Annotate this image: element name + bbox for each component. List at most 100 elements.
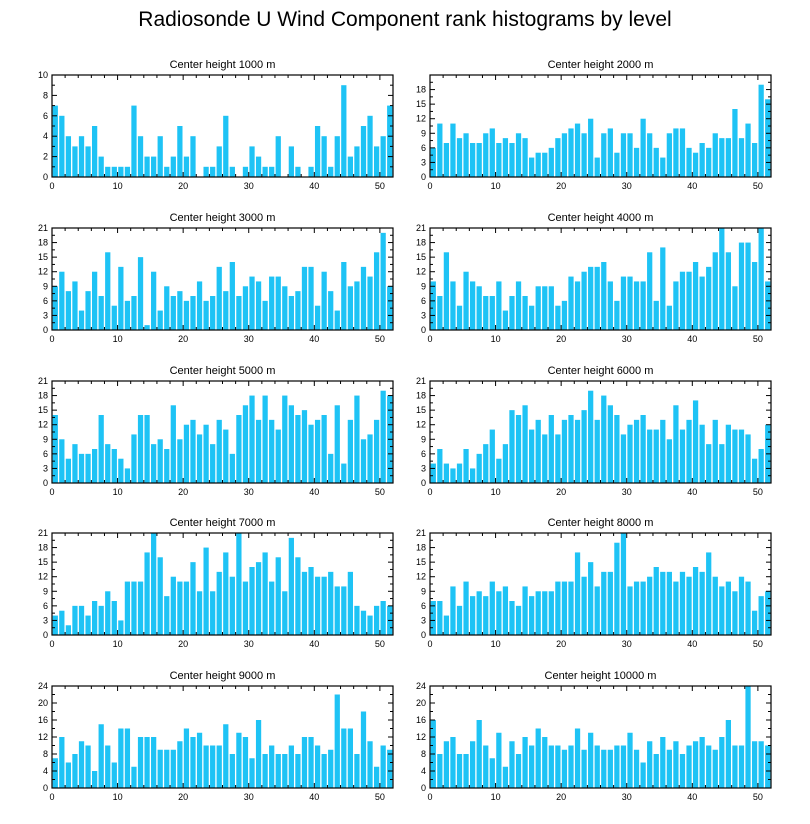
- x-tick-label: 50: [753, 792, 763, 802]
- histogram-bar: [640, 581, 646, 635]
- y-tick-label: 18: [416, 543, 426, 553]
- histogram-bar: [288, 405, 294, 483]
- histogram-bar: [269, 745, 275, 788]
- histogram-bar: [354, 281, 360, 330]
- histogram-bar: [725, 720, 731, 788]
- histogram-bar: [164, 449, 170, 483]
- histogram-bar: [588, 562, 594, 635]
- histogram-bar: [640, 118, 646, 177]
- histogram-bar: [98, 156, 104, 177]
- histogram-bar: [137, 136, 144, 177]
- histogram-bar: [496, 732, 502, 788]
- histogram-bar: [489, 128, 495, 177]
- y-tick-label: 18: [38, 238, 48, 248]
- histogram-bar: [151, 737, 157, 788]
- histogram-bar: [470, 596, 476, 635]
- histogram-bar: [275, 276, 281, 330]
- x-tick-label: 20: [178, 487, 188, 497]
- histogram-bar: [430, 281, 436, 330]
- histogram-bar: [347, 571, 353, 635]
- histogram-bar: [65, 136, 72, 177]
- histogram-bar: [72, 605, 78, 635]
- x-tick-label: 20: [556, 639, 566, 649]
- y-tick-label: 3: [421, 157, 426, 167]
- histogram-bar: [679, 571, 686, 635]
- histogram-bar: [463, 133, 469, 177]
- x-tick-label: 20: [178, 181, 188, 191]
- histogram-bar: [144, 156, 150, 177]
- y-tick-label: 0: [43, 478, 48, 488]
- histogram-bar: [262, 552, 268, 635]
- histogram-bar: [177, 741, 183, 788]
- histogram-bar: [483, 296, 489, 330]
- histogram-bar: [483, 745, 489, 788]
- histogram-bar: [581, 576, 587, 635]
- x-tick-label: 10: [113, 334, 123, 344]
- histogram-bar: [288, 745, 294, 788]
- histogram-bar: [334, 694, 340, 788]
- y-tick-label: 9: [43, 281, 48, 291]
- histogram-bar: [758, 741, 764, 788]
- histogram-bar: [555, 138, 561, 177]
- histogram-bar: [463, 754, 469, 788]
- histogram-bar: [380, 232, 386, 330]
- y-tick-label: 12: [38, 732, 48, 742]
- histogram-bar: [223, 291, 229, 330]
- histogram-bar: [522, 405, 528, 483]
- histogram-bar: [177, 439, 183, 483]
- histogram-bar: [59, 610, 65, 635]
- histogram-bar: [614, 745, 620, 788]
- y-tick-label: 0: [421, 325, 426, 335]
- histogram-bar: [496, 143, 502, 177]
- histogram-bar: [157, 310, 163, 330]
- histogram-bar: [314, 576, 321, 635]
- histogram-bar: [450, 468, 456, 483]
- histogram-bar: [489, 581, 495, 635]
- panel-title: Center height 8000 m: [548, 517, 654, 529]
- histogram-bar: [249, 276, 255, 330]
- histogram-bar: [242, 405, 249, 483]
- x-tick-label: 40: [687, 639, 697, 649]
- x-tick-label: 40: [309, 487, 319, 497]
- histogram-bar: [282, 754, 288, 788]
- histogram-bar: [308, 166, 314, 177]
- histogram-bar: [59, 737, 65, 788]
- histogram-bar: [360, 439, 367, 483]
- histogram-bar: [98, 415, 104, 483]
- histogram-bar: [502, 586, 509, 635]
- histogram-bar: [633, 281, 640, 330]
- histogram-bar: [124, 468, 131, 483]
- histogram-bar: [529, 596, 535, 635]
- histogram-bar: [548, 147, 554, 177]
- histogram-bar: [529, 157, 535, 177]
- histogram-bar: [712, 419, 718, 483]
- histogram-bar: [437, 123, 443, 177]
- histogram-bar: [673, 128, 679, 177]
- x-tick-label: 50: [753, 181, 763, 191]
- y-tick-label: 6: [43, 601, 48, 611]
- histogram-bar: [328, 166, 334, 177]
- histogram-bar: [196, 434, 203, 483]
- histogram-bar: [738, 242, 745, 330]
- histogram-bar: [118, 166, 124, 177]
- histogram-bar: [380, 601, 386, 635]
- histogram-bar: [216, 419, 222, 483]
- histogram-bar: [692, 567, 699, 635]
- histogram-bar: [157, 439, 163, 483]
- histogram-bar: [712, 749, 718, 788]
- histogram-bar: [437, 449, 443, 483]
- histogram-bar: [561, 749, 568, 788]
- y-tick-label: 0: [421, 630, 426, 640]
- histogram-bar: [190, 296, 196, 330]
- histogram-bar: [203, 547, 209, 635]
- y-tick-label: 6: [421, 601, 426, 611]
- histogram-bar: [223, 552, 229, 635]
- x-tick-label: 50: [375, 792, 385, 802]
- y-tick-label: 8: [43, 90, 48, 100]
- histogram-bar: [555, 305, 561, 330]
- histogram-bar: [719, 228, 725, 330]
- histogram-bar: [137, 415, 144, 483]
- histogram-bar: [131, 434, 137, 483]
- histogram-bar: [745, 434, 751, 483]
- histogram-bar: [52, 105, 58, 177]
